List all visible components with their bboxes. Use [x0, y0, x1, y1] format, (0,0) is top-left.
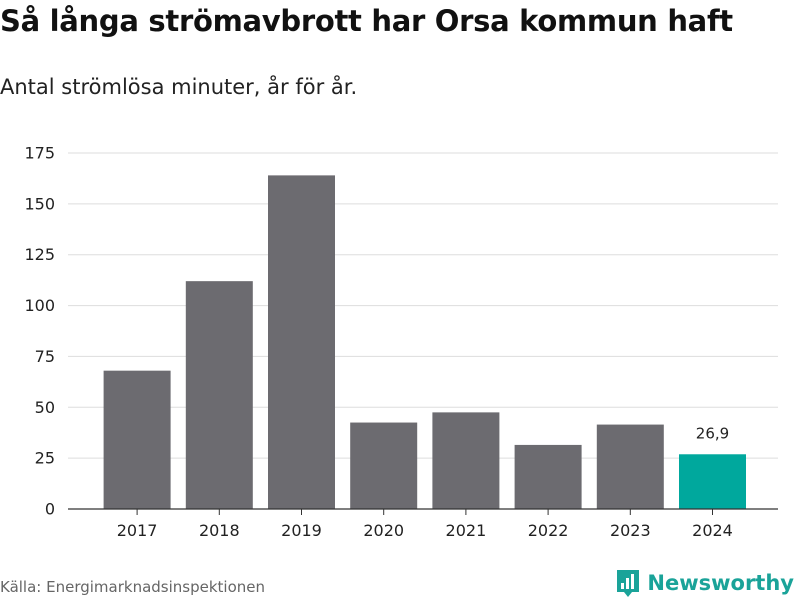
x-tick-label: 2022: [528, 521, 569, 540]
y-tick-label: 125: [24, 245, 55, 264]
y-tick-label: 25: [35, 449, 55, 468]
x-tick-label: 2023: [610, 521, 651, 540]
bar-2018: [185, 281, 253, 509]
bar-chart: 0 25 50 75 100 125 150 175 2017 2018 2019 2020 2021 2…: [24, 144, 778, 540]
bar-2017: [103, 370, 171, 509]
bar-2020: [350, 422, 418, 509]
x-tick-label: 2017: [117, 521, 158, 540]
y-tick-label: 0: [45, 500, 55, 519]
y-tick-label: 150: [24, 194, 55, 213]
bar-2021: [432, 412, 500, 509]
data-label: 26,9: [696, 424, 729, 442]
y-tick-label: 50: [35, 398, 55, 417]
bar-2022: [514, 444, 582, 509]
chart-title: Så långa strömavbrott har Orsa kommun ha…: [0, 4, 733, 38]
x-tick-label: 2024: [692, 521, 733, 540]
brand-logo: Newsworthy: [615, 568, 794, 598]
x-tick-label: 2018: [199, 521, 240, 540]
y-tick-label: 75: [35, 347, 55, 366]
bar-2024: [679, 454, 746, 509]
x-tick-label: 2019: [281, 521, 322, 540]
x-tick-label: 2021: [446, 521, 487, 540]
x-tick-label: 2020: [363, 521, 404, 540]
bar-chart-icon: [617, 570, 640, 597]
y-tick-label: 175: [24, 144, 55, 163]
bar-2019: [268, 175, 335, 509]
bar-2023: [596, 424, 664, 509]
brand-name: Newsworthy: [647, 571, 794, 595]
y-tick-label: 100: [24, 296, 55, 315]
chart-subtitle: Antal strömlösa minuter, år för år.: [0, 75, 358, 99]
source-note: Källa: Energimarknadsinspektionen: [0, 578, 266, 596]
